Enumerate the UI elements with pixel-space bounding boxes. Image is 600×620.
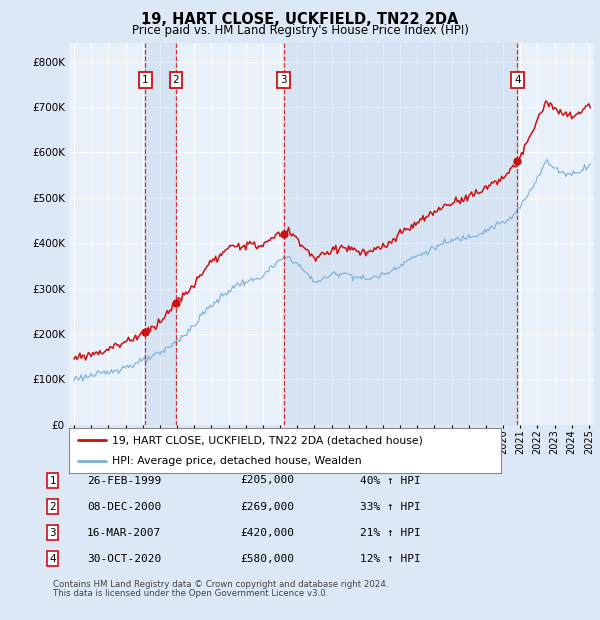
Text: 30-OCT-2020: 30-OCT-2020 xyxy=(87,554,161,564)
Text: 4: 4 xyxy=(514,75,521,85)
Text: Contains HM Land Registry data © Crown copyright and database right 2024.: Contains HM Land Registry data © Crown c… xyxy=(53,580,388,589)
Text: HPI: Average price, detached house, Wealden: HPI: Average price, detached house, Weal… xyxy=(112,456,362,466)
Text: 19, HART CLOSE, UCKFIELD, TN22 2DA: 19, HART CLOSE, UCKFIELD, TN22 2DA xyxy=(142,12,458,27)
Text: This data is licensed under the Open Government Licence v3.0.: This data is licensed under the Open Gov… xyxy=(53,589,328,598)
Text: £420,000: £420,000 xyxy=(240,528,294,538)
Text: 4: 4 xyxy=(49,554,56,564)
Text: 12% ↑ HPI: 12% ↑ HPI xyxy=(360,554,421,564)
Bar xyxy=(284,43,517,425)
Text: 1: 1 xyxy=(49,476,56,485)
Text: £580,000: £580,000 xyxy=(240,554,294,564)
Text: 2: 2 xyxy=(173,75,179,85)
Text: 1: 1 xyxy=(142,75,149,85)
Text: 08-DEC-2000: 08-DEC-2000 xyxy=(87,502,161,512)
Text: 2: 2 xyxy=(49,502,56,512)
Text: 3: 3 xyxy=(280,75,287,85)
Text: £269,000: £269,000 xyxy=(240,502,294,512)
Text: 3: 3 xyxy=(49,528,56,538)
Bar xyxy=(145,43,176,425)
Text: Price paid vs. HM Land Registry's House Price Index (HPI): Price paid vs. HM Land Registry's House … xyxy=(131,24,469,37)
Text: 33% ↑ HPI: 33% ↑ HPI xyxy=(360,502,421,512)
Text: 21% ↑ HPI: 21% ↑ HPI xyxy=(360,528,421,538)
Text: £205,000: £205,000 xyxy=(240,476,294,485)
Text: 40% ↑ HPI: 40% ↑ HPI xyxy=(360,476,421,485)
Text: 19, HART CLOSE, UCKFIELD, TN22 2DA (detached house): 19, HART CLOSE, UCKFIELD, TN22 2DA (deta… xyxy=(112,435,423,446)
Text: 26-FEB-1999: 26-FEB-1999 xyxy=(87,476,161,485)
Text: 16-MAR-2007: 16-MAR-2007 xyxy=(87,528,161,538)
